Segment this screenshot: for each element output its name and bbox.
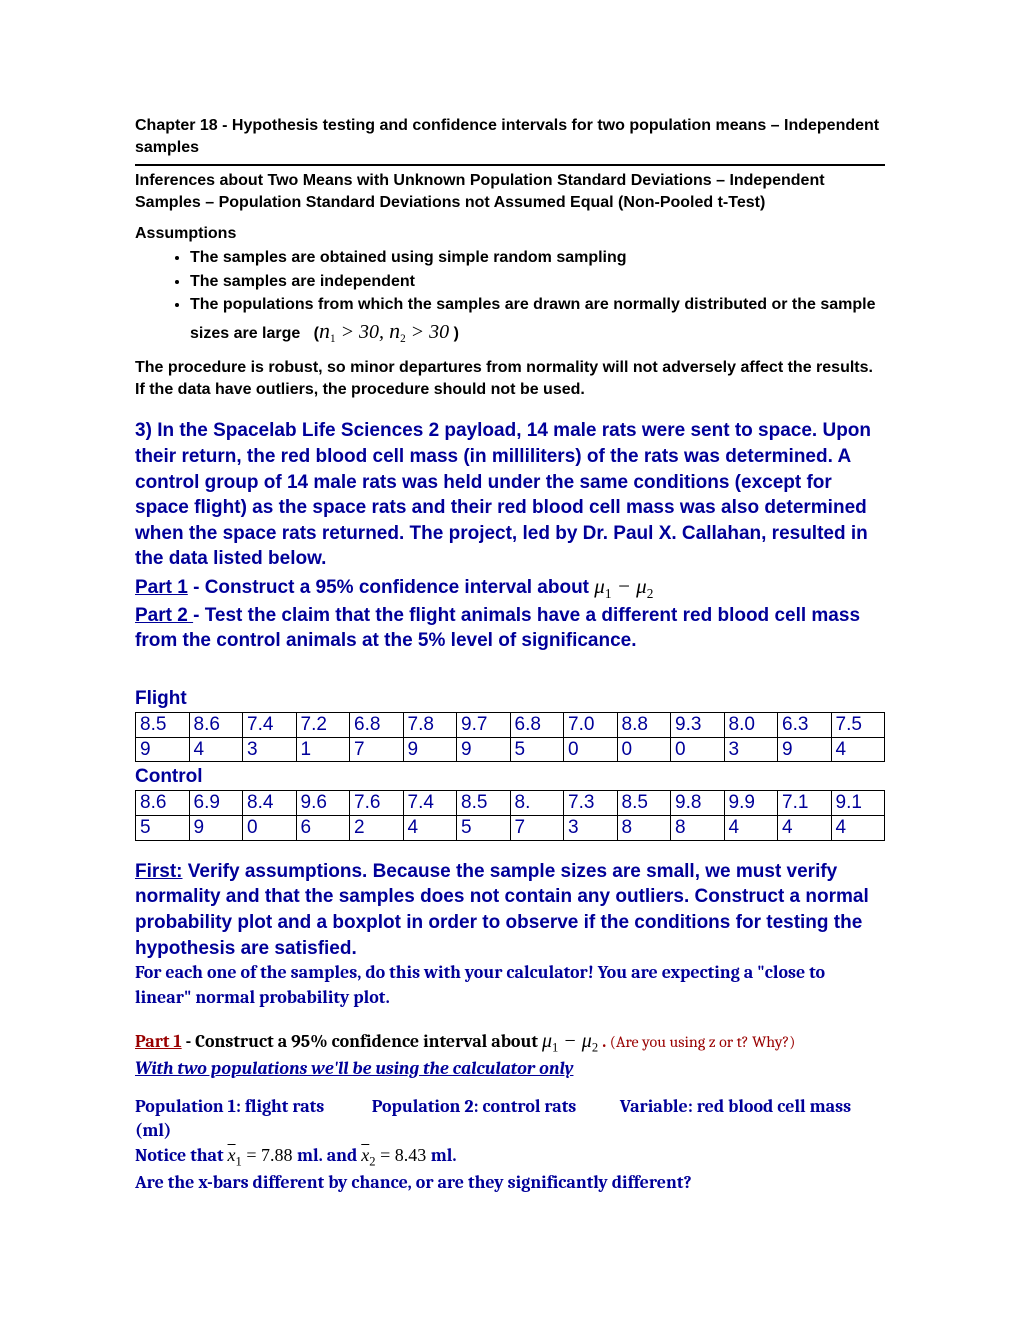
- table-row: 8.66.98.49.67.67.48.58.7.38.59.89.97.19.…: [136, 791, 885, 816]
- part1-line: Part 1 - Construct a 95% confidence inte…: [135, 572, 885, 603]
- populations-line: Population 1: flight rats Population 2: …: [135, 1095, 885, 1144]
- flight-label: Flight: [135, 686, 885, 712]
- notice-line: Notice that x1 = 7.88 ml. and x2 = 8.43 …: [135, 1143, 885, 1171]
- final-question: Are the x-bars different by chance, or a…: [135, 1171, 885, 1195]
- part1-detail: Part 1 - Construct a 95% confidence inte…: [135, 1028, 885, 1057]
- assumptions-heading: Assumptions: [135, 223, 885, 245]
- calc-only-note: With two populations we'll be using the …: [135, 1057, 885, 1081]
- assumption-item: The samples are independent: [190, 271, 885, 293]
- first-section: First: Verify assumptions. Because the s…: [135, 859, 885, 962]
- robust-note: The procedure is robust, so minor depart…: [135, 357, 885, 400]
- subtitle: Inferences about Two Means with Unknown …: [135, 170, 885, 213]
- table-row: 8.58.67.47.26.87.89.76.87.08.89.38.06.37…: [136, 712, 885, 737]
- table-row: 94317995000394: [136, 737, 885, 762]
- assumptions-list: The samples are obtained using simple ra…: [135, 247, 885, 347]
- chapter-title: Chapter 18 - Hypothesis testing and conf…: [135, 115, 885, 158]
- document-page: Chapter 18 - Hypothesis testing and conf…: [0, 0, 1020, 1195]
- divider: [135, 164, 885, 166]
- control-table: 8.66.98.49.67.67.48.58.7.38.59.89.97.19.…: [135, 790, 885, 841]
- table-row: 59062457388444: [136, 815, 885, 840]
- part2-line: Part 2 - Test the claim that the flight …: [135, 603, 885, 654]
- assumption-item: The populations from which the samples a…: [190, 294, 885, 347]
- control-label: Control: [135, 764, 885, 790]
- assumption-item: The samples are obtained using simple ra…: [190, 247, 885, 269]
- problem-text: 3) In the Spacelab Life Sciences 2 paylo…: [135, 418, 885, 572]
- flight-table: 8.58.67.47.26.87.89.76.87.08.89.38.06.37…: [135, 712, 885, 763]
- calculator-note: For each one of the samples, do this wit…: [135, 961, 885, 1010]
